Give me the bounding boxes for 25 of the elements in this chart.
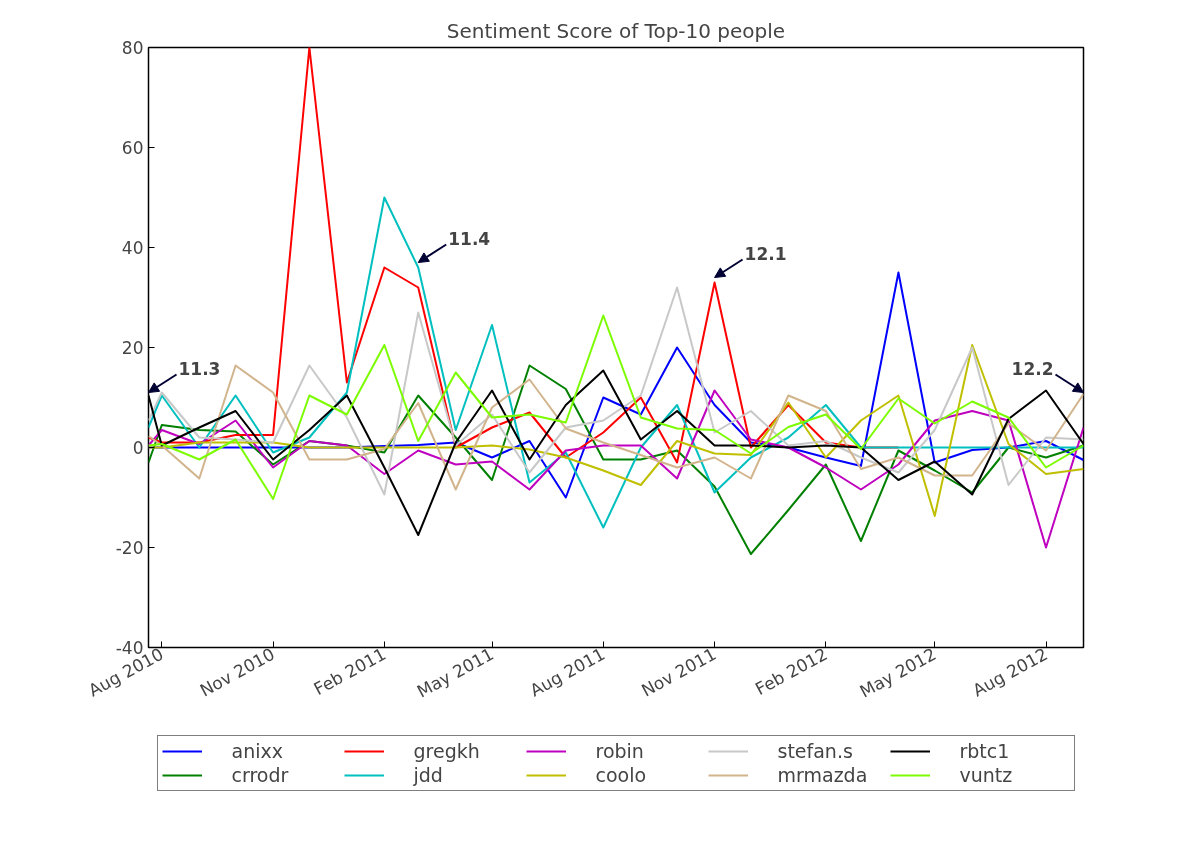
y-tick-label: -20 bbox=[115, 538, 144, 558]
y-tick-label: 0 bbox=[132, 438, 144, 458]
legend-label: rbtc1 bbox=[959, 740, 1011, 762]
y-tick-label: 80 bbox=[121, 38, 144, 58]
line-series bbox=[148, 344, 1084, 517]
legend-label: gregkh bbox=[413, 740, 481, 762]
annotation: 12.2 bbox=[1011, 358, 1054, 379]
legend-label: robin bbox=[595, 740, 645, 762]
legend-label: mrmazda bbox=[777, 764, 869, 786]
chart-title: Sentiment Score of Top-10 people bbox=[446, 18, 786, 43]
line-series bbox=[148, 389, 1084, 549]
legend-label: crrodr bbox=[231, 764, 290, 786]
y-tick-label: 60 bbox=[121, 138, 144, 158]
legend-label: jdd bbox=[413, 764, 444, 786]
legend-label: anixx bbox=[231, 740, 284, 762]
line-series bbox=[148, 364, 1084, 491]
legend-label: coolo bbox=[595, 764, 648, 786]
line-series bbox=[148, 196, 1084, 529]
y-tick-label: 20 bbox=[121, 338, 144, 358]
legend-label: stefan.s bbox=[777, 740, 854, 762]
annotation: 12.1 bbox=[744, 243, 787, 264]
annotation: 11.3 bbox=[178, 358, 221, 379]
annotation: 11.4 bbox=[448, 228, 491, 249]
y-tick-label: 40 bbox=[121, 238, 144, 258]
legend-label: vuntz bbox=[959, 764, 1014, 786]
